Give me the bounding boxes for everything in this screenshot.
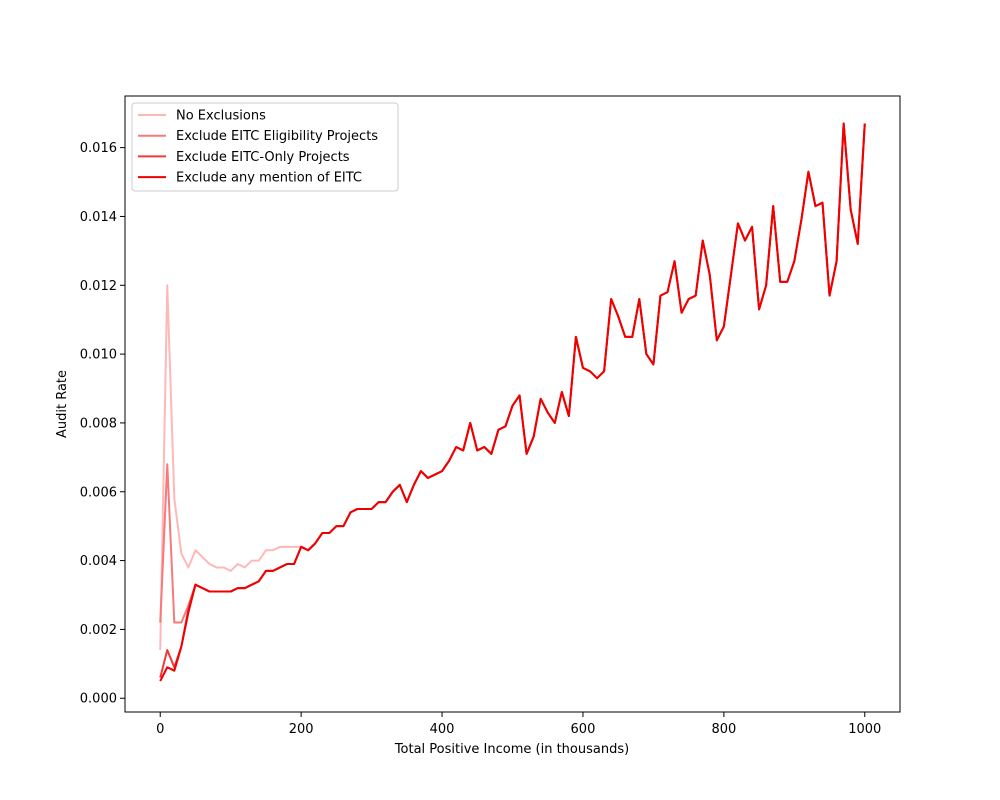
y-tick-label: 0.004 [80,554,117,569]
y-tick-label: 0.012 [80,279,117,294]
y-axis-title: Audit Rate [55,370,70,438]
legend-box [131,102,399,192]
x-tick-label: 600 [571,722,596,737]
plot-area [124,95,901,713]
y-axis-ticks: 0.000 0.002 0.004 0.006 0.008 0.010 0.012 0.014… [80,141,125,707]
x-axis-ticks: 0 200 400 600 800 1000 [156,712,881,737]
series-line-4 [159,122,866,682]
axes-frame [124,95,901,713]
y-tick-label: 0.002 [80,623,117,638]
y-tick-label: 0.014 [80,210,117,225]
x-tick-label: 0 [156,722,164,737]
y-tick-label: 0.016 [80,141,117,156]
legend-label-1: No Exclusions [176,109,266,124]
series-group [159,122,866,682]
legend-label-4: Exclude any mention of EITC [176,171,362,186]
legend-label-3: Exclude EITC-Only Projects [176,150,350,165]
y-tick-label: 0.006 [80,485,117,500]
legend: No Exclusions Exclude EITC Eligibility Pr… [131,102,399,192]
y-tick-label: 0.008 [80,416,117,431]
legend-items: No Exclusions Exclude EITC Eligibility Pr… [138,109,378,186]
x-tick-label: 800 [711,722,736,737]
y-tick-label: 0.000 [80,692,117,707]
legend-label-2: Exclude EITC Eligibility Projects [176,129,378,144]
x-axis-title: Total Positive Income (in thousands) [394,742,629,757]
y-tick-label: 0.010 [80,348,117,363]
x-tick-label: 200 [289,722,314,737]
x-tick-label: 400 [430,722,455,737]
x-tick-label: 1000 [848,722,881,737]
